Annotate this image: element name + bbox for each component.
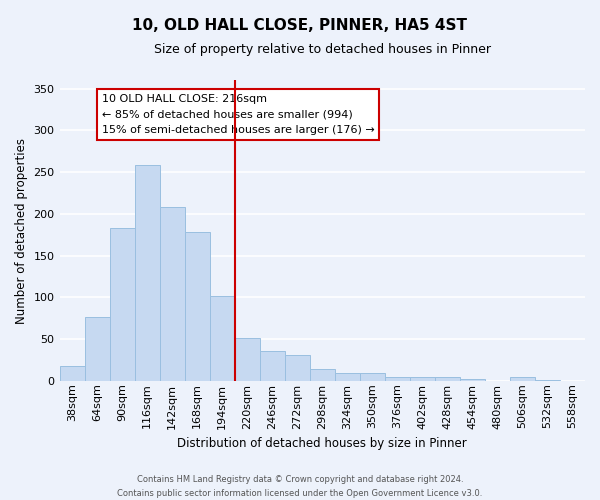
Bar <box>360 374 385 381</box>
Text: Contains HM Land Registry data © Crown copyright and database right 2024.
Contai: Contains HM Land Registry data © Crown c… <box>118 476 482 498</box>
Bar <box>134 166 160 381</box>
Bar <box>59 366 85 381</box>
Bar <box>260 350 285 381</box>
X-axis label: Distribution of detached houses by size in Pinner: Distribution of detached houses by size … <box>178 437 467 450</box>
Y-axis label: Number of detached properties: Number of detached properties <box>15 138 28 324</box>
Bar <box>510 376 535 381</box>
Bar <box>85 318 110 381</box>
Text: 10 OLD HALL CLOSE: 216sqm
← 85% of detached houses are smaller (994)
15% of semi: 10 OLD HALL CLOSE: 216sqm ← 85% of detac… <box>101 94 374 135</box>
Bar <box>535 380 560 381</box>
Bar <box>235 338 260 381</box>
Bar <box>460 379 485 381</box>
Bar <box>310 369 335 381</box>
Bar <box>185 232 209 381</box>
Bar <box>410 378 435 381</box>
Bar <box>110 228 134 381</box>
Text: 10, OLD HALL CLOSE, PINNER, HA5 4ST: 10, OLD HALL CLOSE, PINNER, HA5 4ST <box>133 18 467 32</box>
Title: Size of property relative to detached houses in Pinner: Size of property relative to detached ho… <box>154 42 491 56</box>
Bar <box>335 374 360 381</box>
Bar <box>160 207 185 381</box>
Bar <box>285 355 310 381</box>
Bar <box>435 376 460 381</box>
Bar <box>385 378 410 381</box>
Bar <box>209 296 235 381</box>
